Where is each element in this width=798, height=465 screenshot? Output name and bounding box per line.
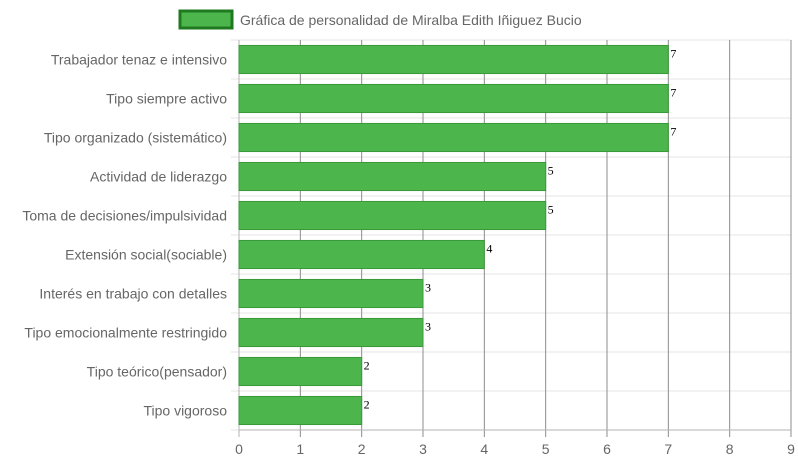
x-tick-label: 1	[296, 441, 304, 457]
category-labels: Trabajador tenaz e intensivo Tipo siempre…	[22, 52, 227, 419]
x-tick-label: 9	[787, 441, 795, 457]
data-label: 3	[425, 319, 431, 333]
category-label: Tipo teórico(pensador)	[87, 364, 227, 380]
legend: Gráfica de personalidad de Miralba Edith…	[178, 9, 582, 30]
x-tick-label: 6	[603, 441, 611, 457]
x-tick-label: 2	[358, 441, 366, 457]
x-tick-label: 4	[480, 441, 488, 457]
category-label: Trabajador tenaz e intensivo	[51, 52, 227, 68]
bar	[238, 278, 424, 309]
bars	[238, 44, 669, 426]
data-label: 5	[548, 202, 554, 216]
data-label: 3	[425, 280, 431, 294]
legend-swatch	[178, 9, 234, 30]
category-label: Tipo siempre activo	[106, 91, 227, 107]
data-label: 2	[364, 397, 370, 411]
category-label: Actividad de liderazgo	[90, 169, 227, 185]
x-tick-label: 7	[664, 441, 672, 457]
data-label: 7	[670, 46, 676, 60]
data-label: 7	[670, 124, 676, 138]
bar	[238, 200, 547, 231]
x-tick-label: 8	[726, 441, 734, 457]
category-label: Tipo emocionalmente restringido	[24, 325, 227, 341]
category-label: Interés en trabajo con detalles	[39, 286, 227, 302]
bar	[238, 161, 547, 192]
category-label: Tipo vigoroso	[143, 403, 227, 419]
bar	[238, 317, 424, 348]
category-label: Tipo organizado (sistemático)	[44, 130, 227, 146]
x-tick-label: 5	[542, 441, 550, 457]
data-label: 2	[364, 358, 370, 372]
x-tick-label: 3	[419, 441, 427, 457]
category-label: Toma de decisiones/impulsividad	[22, 208, 227, 224]
legend-label: Gráfica de personalidad de Miralba Edith…	[240, 12, 582, 28]
data-labels: 7 7 7 5 5 4 3 3 2 2	[364, 46, 677, 411]
x-tick-label: 0	[235, 441, 243, 457]
data-label: 5	[548, 163, 554, 177]
category-label: Extensión social(sociable)	[65, 247, 227, 263]
bar	[238, 239, 485, 270]
data-label: 7	[670, 85, 676, 99]
bar	[238, 44, 669, 75]
bar	[238, 395, 363, 426]
data-label: 4	[486, 241, 492, 255]
bar	[238, 356, 363, 387]
bar	[238, 122, 669, 153]
bar	[238, 83, 669, 114]
x-axis-ticks: 0 1 2 3 4 5 6 7 8 9	[235, 441, 795, 457]
